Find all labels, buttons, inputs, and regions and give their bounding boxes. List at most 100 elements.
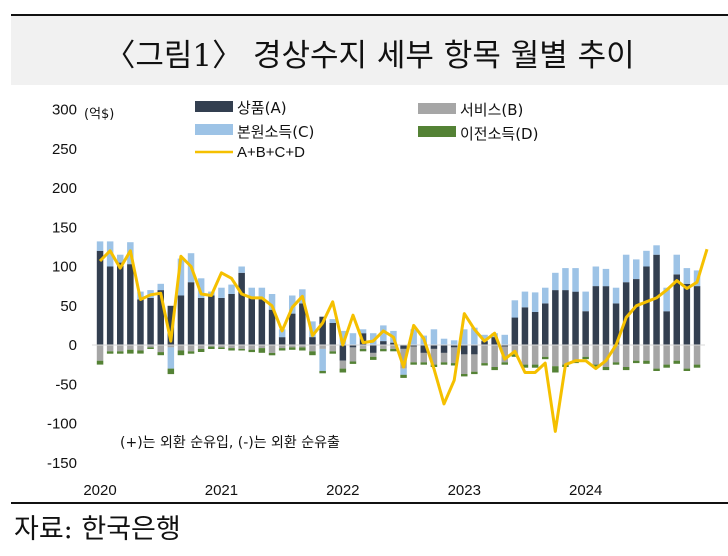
bar-primary-income: [450, 340, 458, 345]
bar-transfer: [602, 367, 610, 371]
bar-primary-income: [663, 287, 670, 312]
source-note: 자료: 한국은행: [14, 514, 181, 545]
bar-primary-income: [531, 292, 539, 312]
bar-services: [187, 345, 195, 352]
unit-label: (억$): [84, 107, 114, 122]
bar-goods: [167, 305, 175, 346]
bar-goods: [521, 307, 529, 345]
legend-label-goods: 상품(A): [237, 99, 287, 117]
bar-services: [106, 345, 114, 352]
bar-goods: [319, 316, 326, 345]
bar-primary-income: [228, 284, 235, 294]
legend-label-total: A+B+C+D: [237, 144, 305, 161]
bar-services: [633, 345, 640, 361]
bar-services: [197, 345, 205, 349]
y-tick-label: 300: [52, 102, 77, 119]
bar-transfer: [501, 362, 508, 365]
legend-swatch-services: [418, 103, 456, 114]
bar-services: [511, 345, 519, 355]
bar-transfer: [471, 371, 478, 375]
bar-primary-income: [643, 250, 650, 267]
bar-services: [380, 345, 387, 349]
bar-primary-income: [319, 348, 326, 371]
bar-services: [693, 345, 701, 365]
legend: 상품(A) 본원소득(C) A+B+C+D 서비스(B) 이전소득(D): [195, 99, 538, 161]
bar-services: [450, 347, 458, 364]
bar-transfer: [339, 368, 347, 373]
bar-primary-income: [622, 254, 630, 283]
bar-services: [491, 345, 498, 367]
bar-primary-income: [258, 287, 266, 300]
figure-title: 〈그림1〉 경상수지 세부 항목 월별 추이: [104, 38, 635, 74]
bar-primary-income: [521, 291, 529, 308]
bar-services: [663, 345, 670, 365]
bar-services: [359, 345, 367, 349]
bar-goods: [622, 282, 630, 345]
y-tick-label: -100: [47, 416, 77, 433]
bar-goods: [329, 323, 336, 345]
bar-goods: [187, 282, 195, 345]
bar-services: [602, 345, 610, 367]
legend-swatch-goods: [195, 101, 233, 112]
top-rule: [11, 14, 728, 16]
bar-transfer: [380, 348, 387, 352]
bar-services: [461, 354, 468, 374]
bar-services: [612, 345, 620, 363]
bar-services: [673, 345, 680, 361]
bar-goods: [299, 303, 306, 345]
legend-swatch-primary-income: [195, 124, 233, 135]
bar-goods: [602, 286, 610, 345]
bar-goods: [673, 274, 680, 346]
bar-primary-income: [461, 329, 468, 345]
bar-goods: [228, 294, 235, 345]
bar-services: [258, 345, 266, 349]
bar-transfer: [400, 374, 407, 378]
bar-primary-income: [653, 245, 660, 255]
series-line-total: [98, 248, 709, 433]
bar-goods: [96, 250, 104, 345]
bar-services: [501, 346, 508, 363]
bar-services: [440, 352, 448, 363]
bar-transfer: [531, 364, 539, 368]
bar-transfer: [299, 347, 306, 351]
bar-primary-income: [167, 347, 175, 369]
bar-goods: [491, 337, 498, 345]
bar-transfer: [268, 352, 276, 356]
bar-transfer: [167, 368, 175, 375]
bar-transfer: [420, 362, 427, 365]
bar-services: [289, 345, 296, 348]
bar-goods: [440, 345, 448, 353]
bar-primary-income: [481, 334, 488, 342]
bar-services: [319, 345, 326, 349]
x-tick-label: 2020: [83, 482, 116, 499]
bar-services: [218, 345, 225, 348]
bar-services: [622, 345, 630, 367]
bar-transfer: [370, 356, 377, 360]
bar-goods: [349, 345, 357, 348]
bar-primary-income: [329, 319, 336, 323]
bar-transfer: [592, 364, 600, 368]
bar-transfer: [208, 346, 215, 349]
bar-primary-income: [248, 287, 255, 298]
bar-goods: [380, 341, 387, 345]
bar-transfer: [542, 356, 549, 360]
bar-goods: [410, 345, 417, 347]
x-tick-label: 2021: [205, 482, 238, 499]
bar-transfer: [309, 351, 316, 356]
bar-transfer: [187, 351, 195, 354]
bar-services: [248, 345, 255, 350]
bar-transfer: [450, 363, 458, 366]
bar-primary-income: [218, 287, 225, 298]
bar-transfer: [117, 351, 124, 354]
bar-primary-income: [501, 334, 508, 345]
bar-services: [157, 345, 164, 353]
bar-transfer: [218, 347, 225, 349]
bar-transfer: [96, 360, 104, 365]
y-tick-label: 150: [52, 219, 77, 236]
bar-goods: [268, 309, 276, 345]
y-tick-label: 200: [52, 180, 77, 197]
bar-services: [147, 345, 154, 348]
bar-transfer: [349, 361, 357, 364]
bar-transfer: [147, 347, 154, 349]
bar-goods: [127, 264, 134, 345]
